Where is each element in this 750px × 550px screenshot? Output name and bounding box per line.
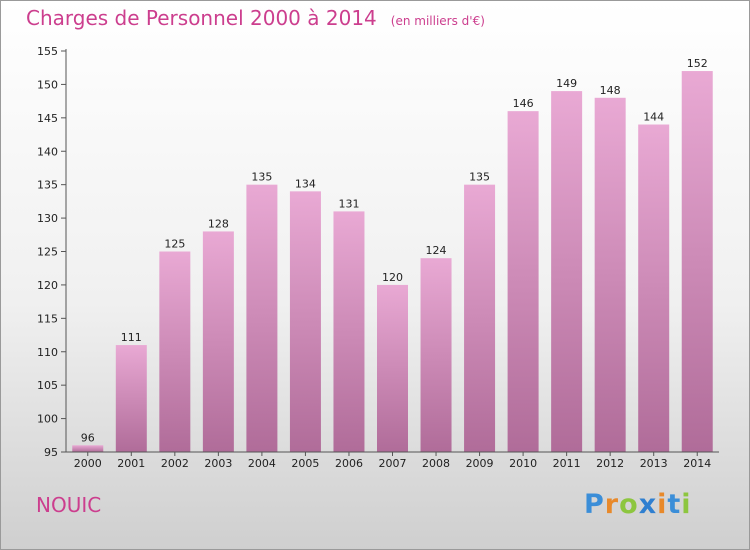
- chart-title-text: Charges de Personnel 2000 à 2014: [26, 6, 377, 30]
- y-tick-label: 115: [37, 312, 58, 325]
- y-tick-label: 105: [37, 379, 58, 392]
- logo-letter: x: [638, 489, 658, 520]
- x-tick-label-2000: 2000: [74, 457, 102, 470]
- data-label-2006: 131: [338, 197, 359, 210]
- bar-2006: [333, 211, 365, 452]
- logo-letter: o: [619, 489, 639, 520]
- data-label-2011: 149: [556, 77, 577, 90]
- data-label-2004: 135: [251, 171, 272, 184]
- x-tick-label-2008: 2008: [422, 457, 450, 470]
- x-tick-label-2014: 2014: [683, 457, 711, 470]
- x-tick-label-2005: 2005: [291, 457, 319, 470]
- x-tick-label-2002: 2002: [161, 457, 189, 470]
- logo-letter: P: [584, 489, 605, 520]
- y-tick-label: 150: [37, 78, 58, 91]
- proxiti-logo: Proxiti: [584, 489, 692, 520]
- y-tick-label: 125: [37, 246, 58, 259]
- y-tick-label: 110: [37, 346, 58, 359]
- bar-2007: [377, 284, 408, 452]
- data-label-2000: 96: [81, 431, 95, 444]
- data-label-2012: 148: [600, 84, 621, 97]
- y-tick-label: 100: [37, 413, 58, 426]
- data-label-2010: 146: [513, 97, 534, 110]
- chart-title: Charges de Personnel 2000 à 2014 (en mill…: [26, 6, 485, 30]
- data-label-2009: 135: [469, 171, 490, 184]
- bar-2005: [289, 191, 321, 452]
- x-tick-label-2009: 2009: [466, 457, 494, 470]
- bar-2013: [638, 124, 670, 453]
- data-label-2008: 124: [426, 244, 447, 257]
- bar-2001: [115, 345, 147, 452]
- x-tick-label-2007: 2007: [379, 457, 407, 470]
- y-tick-label: 155: [37, 45, 58, 58]
- x-tick-label-2013: 2013: [640, 457, 668, 470]
- bar-2008: [420, 258, 452, 452]
- logo-letter: r: [604, 489, 620, 520]
- data-label-2005: 134: [295, 177, 316, 190]
- y-axis: 95 100 105 110 115 120 125 130 135 140 145 150 155: [37, 45, 67, 459]
- bars: 96 111 125 128 135 134 131 120 124 135 146 149 148 14…: [72, 57, 713, 453]
- commune-name: NOUIC: [36, 493, 102, 517]
- x-tick-label-2012: 2012: [596, 457, 624, 470]
- bar-2012: [594, 97, 626, 453]
- bar-2009: [464, 184, 496, 452]
- data-label-2014: 152: [687, 57, 708, 70]
- x-tick-label-2011: 2011: [553, 457, 581, 470]
- data-label-2003: 128: [208, 217, 229, 230]
- x-axis: 2000 2001 2002 2003 2004 2005 2006 2007 2008 2009…: [66, 451, 719, 470]
- x-tick-label-2003: 2003: [204, 457, 232, 470]
- x-tick-label-2001: 2001: [117, 457, 145, 470]
- data-label-2007: 120: [382, 271, 403, 284]
- logo-letter: i: [681, 489, 692, 520]
- y-tick-label: 140: [37, 145, 58, 158]
- bar-2003: [202, 231, 234, 452]
- x-tick-label-2006: 2006: [335, 457, 363, 470]
- bar-2011: [551, 91, 583, 452]
- data-label-2001: 111: [121, 331, 142, 344]
- y-tick-label: 130: [37, 212, 58, 225]
- y-tick-label: 145: [37, 112, 58, 125]
- unit-note: (en milliers d'€): [390, 14, 485, 28]
- bar-2002: [159, 251, 191, 452]
- data-label-2013: 144: [643, 111, 664, 124]
- bar-2010: [507, 111, 539, 453]
- y-tick-label: 135: [37, 179, 58, 192]
- logo-letter: t: [667, 489, 682, 520]
- y-tick-label: 120: [37, 279, 58, 292]
- bar-2004: [246, 184, 278, 452]
- bar-2014: [681, 71, 713, 453]
- x-tick-label-2010: 2010: [509, 457, 537, 470]
- bar-2000: [72, 445, 104, 452]
- logo-letter: i: [657, 489, 668, 520]
- x-tick-label-2004: 2004: [248, 457, 276, 470]
- y-tick-label: 95: [44, 446, 58, 459]
- data-label-2002: 125: [164, 238, 185, 251]
